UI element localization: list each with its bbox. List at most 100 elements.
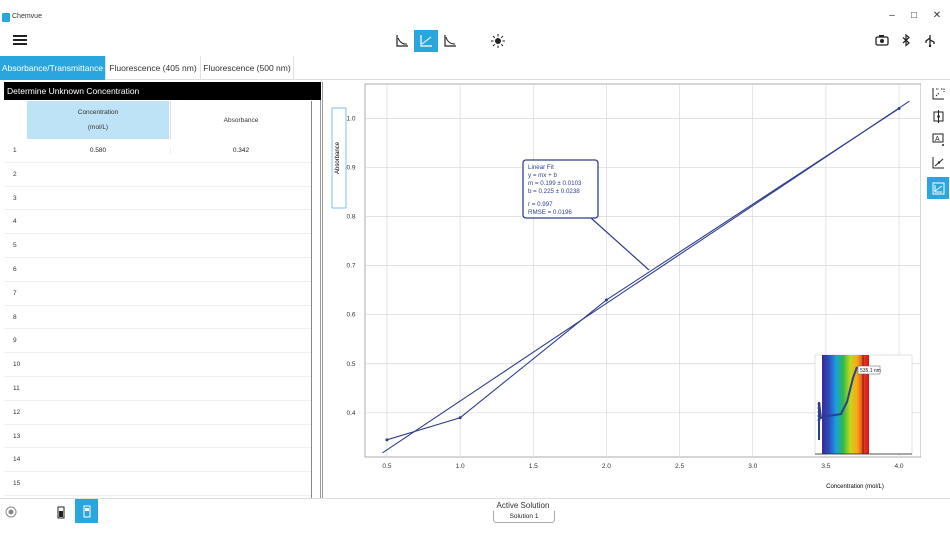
tab-bar: Absorbance/Transmittance Fluorescence (4… [0,56,950,80]
y-axis-label[interactable]: Absorbance [335,141,341,174]
light-source-button[interactable] [486,30,510,52]
graph-view-button[interactable] [390,30,414,52]
table-row[interactable]: 13 [4,425,311,449]
maximize-button[interactable]: □ [910,10,918,21]
row-number: 3 [13,194,17,202]
y-axis-selector[interactable] [331,107,347,209]
table-row[interactable]: 7 [4,282,311,306]
x-tick-label: 2.0 [602,463,611,470]
autoscale-icon [932,87,944,99]
linear-fit-annotation[interactable]: Linear Fit y = mx + b m = 0.199 ± 0.0103… [522,159,650,271]
y-tick-label: 1.0 [346,115,355,122]
examine-icon [933,109,943,123]
app-logo-icon [2,13,10,22]
data-series-line [386,108,900,441]
cuvette-icon[interactable] [57,506,65,519]
linear-fit-icon [420,35,432,47]
table-row[interactable]: 15 [4,472,311,496]
y-tick-label: 0.4 [346,410,355,417]
data-point[interactable] [458,416,462,420]
curve-fit-icon [932,182,944,194]
tab-absorbance-transmittance[interactable]: Absorbance/Transmittance [0,56,106,80]
data-point[interactable] [897,107,901,111]
y-tick-label: 0.5 [346,361,355,368]
decay-view-button[interactable] [438,30,462,52]
table-scrollbar[interactable] [311,101,321,498]
table-row[interactable]: 2 [4,163,311,187]
x-tick-label: 1.0 [456,463,465,470]
y-tick-label: 0.9 [346,164,355,171]
row-number: 14 [13,456,21,464]
row-number: 1 [13,147,17,154]
examine-button[interactable] [927,105,949,127]
x-tick-label: 0.5 [382,463,391,470]
table-row[interactable]: 11 [4,377,311,401]
y-tick-label: 0.7 [346,263,355,270]
absorbance-cell[interactable]: 0.342 [170,147,311,154]
fit-intercept: b = 0.225 ± 0.0238 [528,188,580,195]
spectrum-thumbnail[interactable]: 535.1 nm [814,354,913,455]
data-table-panel: Determine Unknown Concentration Concentr… [0,82,321,498]
data-point[interactable] [385,438,389,442]
menu-icon[interactable] [13,33,27,47]
annotation-icon: A [932,133,944,146]
spectrum-wavelength-label: 535.1 nm [860,368,881,374]
row-number: 4 [13,218,17,226]
graph-panel: Absorbance 0.5 1.0 1.5 2.0 2.5 3.0 3.5 4.0 0.4 0.… [322,82,922,498]
row-number: 2 [13,170,17,178]
column-header-absorbance[interactable]: Absorbance [170,101,311,139]
fit-slope: m = 0.199 ± 0.0103 [528,180,582,187]
table-row[interactable]: 12 [4,401,311,425]
absorbance-graph-icon [396,35,408,47]
x-tick-label: 2.5 [675,463,684,470]
row-number: 11 [13,385,20,392]
row-number: 9 [13,337,17,345]
table-title: Determine Unknown Concentration [4,82,321,100]
concentration-cell[interactable]: 0.580 [89,147,107,154]
fit-view-button[interactable] [414,30,438,52]
usb-icon[interactable] [924,34,936,50]
fit-rmse: RMSE = 0.0196 [528,209,572,216]
table-row[interactable]: 8 [4,306,311,330]
x-tick-label: 3.5 [821,463,830,470]
tangent-button[interactable] [927,151,949,173]
record-icon[interactable] [5,506,17,518]
table-row[interactable]: 5 [4,234,311,258]
close-button[interactable]: ✕ [932,10,942,21]
row-number: 10 [13,361,21,369]
active-solution-label: Active Solution [496,501,550,510]
bluetooth-icon[interactable] [901,33,911,50]
row-number: 6 [13,266,17,273]
tab-fluorescence-500[interactable]: Fluorescence (500 nm) [201,56,294,80]
column-header-concentration[interactable]: Concentration (mol/L) [27,101,169,139]
x-tick-label: 4.0 [895,463,904,470]
table-row[interactable]: 14 [4,448,311,473]
table-row[interactable]: 3 [4,187,311,211]
x-tick-label: 3.0 [748,463,757,470]
row-number: 5 [13,242,17,250]
tab-fluorescence-405[interactable]: Fluorescence (405 nm) [106,56,201,80]
table-row[interactable]: 1 0.580 0.342 [4,139,311,163]
autoscale-button[interactable] [927,82,949,104]
y-tick-label: 0.8 [346,214,355,221]
curve-fit-button[interactable] [927,177,949,199]
row-number: 12 [13,408,21,416]
y-tick-label: 0.6 [346,312,355,319]
absorbance-chart[interactable]: Absorbance 0.5 1.0 1.5 2.0 2.5 3.0 3.5 4.0 0.4 0.… [323,82,922,498]
camera-icon[interactable] [875,34,889,49]
sensor-button[interactable] [75,499,98,523]
table-row[interactable]: 6 [4,258,311,282]
row-number: 8 [13,313,17,321]
table-row[interactable]: 4 [4,210,311,235]
bottom-bar: Active Solution Solution 1 [0,498,950,534]
solution-selector[interactable]: Solution 1 [493,511,555,523]
annotation-button[interactable]: A [927,128,949,150]
decay-graph-icon [444,35,456,47]
fit-r: r = 0.997 [528,201,553,208]
minimize-button[interactable]: – [889,10,895,21]
table-row[interactable]: 9 [4,329,311,354]
sun-icon [491,34,505,48]
data-point[interactable] [604,298,608,302]
x-tick-label: 1.5 [529,463,538,470]
table-row[interactable]: 10 [4,353,311,377]
